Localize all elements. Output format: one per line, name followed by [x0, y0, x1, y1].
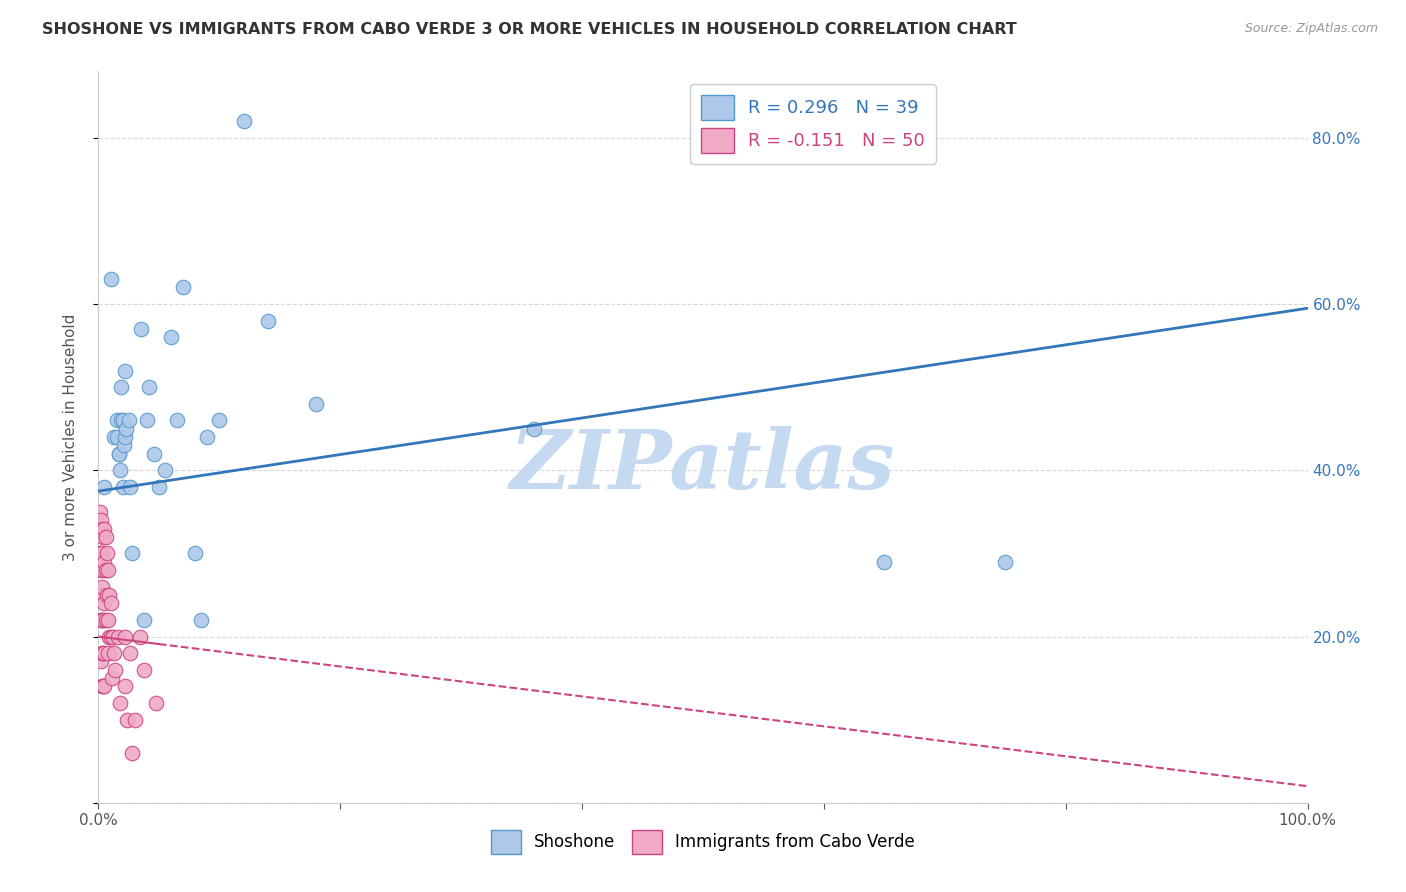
Point	[91, 680, 114, 694]
Point	[114, 680, 136, 694]
Point	[97, 613, 120, 627]
Point	[90, 513, 112, 527]
Point	[96, 588, 118, 602]
Point	[873, 555, 896, 569]
Point	[90, 563, 112, 577]
Point	[91, 546, 114, 560]
Point	[208, 413, 231, 427]
Point	[114, 430, 136, 444]
Point	[93, 646, 115, 660]
Point	[153, 463, 176, 477]
Point	[111, 480, 134, 494]
Point	[97, 563, 120, 577]
Point	[103, 646, 125, 660]
Point	[94, 563, 117, 577]
Point	[110, 413, 132, 427]
Point	[232, 114, 254, 128]
Point	[110, 380, 132, 394]
Point	[103, 430, 125, 444]
Point	[93, 521, 115, 535]
Point	[108, 463, 131, 477]
Point	[124, 713, 146, 727]
Point	[134, 663, 156, 677]
Point	[994, 555, 1017, 569]
Text: Source: ZipAtlas.com: Source: ZipAtlas.com	[1244, 22, 1378, 36]
Text: SHOSHONE VS IMMIGRANTS FROM CABO VERDE 3 OR MORE VEHICLES IN HOUSEHOLD CORRELATI: SHOSHONE VS IMMIGRANTS FROM CABO VERDE 3…	[42, 22, 1017, 37]
Point	[90, 613, 112, 627]
Point	[89, 588, 111, 602]
Point	[91, 580, 114, 594]
Point	[94, 530, 117, 544]
Point	[91, 563, 114, 577]
Point	[90, 655, 112, 669]
Point	[91, 646, 114, 660]
Point	[114, 630, 136, 644]
Point	[166, 413, 188, 427]
Point	[112, 438, 135, 452]
Point	[98, 588, 121, 602]
Point	[138, 380, 160, 394]
Point	[129, 322, 152, 336]
Point	[118, 480, 141, 494]
Point	[91, 680, 114, 694]
Point	[121, 746, 143, 760]
Point	[91, 530, 114, 544]
Point	[114, 363, 136, 377]
Point	[190, 613, 212, 627]
Point	[134, 613, 156, 627]
Point	[100, 272, 122, 286]
Text: ZIPatlas: ZIPatlas	[510, 426, 896, 507]
Point	[105, 413, 128, 427]
Point	[93, 555, 115, 569]
Y-axis label: 3 or more Vehicles in Household: 3 or more Vehicles in Household	[63, 313, 77, 561]
Point	[160, 330, 183, 344]
Point	[111, 413, 134, 427]
Point	[107, 630, 129, 644]
Point	[305, 397, 328, 411]
Point	[172, 280, 194, 294]
Point	[89, 505, 111, 519]
Point	[105, 430, 128, 444]
Point	[93, 596, 115, 610]
Point	[145, 696, 167, 710]
Point	[93, 480, 115, 494]
Point	[93, 680, 115, 694]
Legend: Shoshone, Immigrants from Cabo Verde: Shoshone, Immigrants from Cabo Verde	[484, 823, 922, 860]
Point	[97, 646, 120, 660]
Point	[118, 646, 141, 660]
Point	[91, 646, 114, 660]
Point	[100, 671, 122, 685]
Point	[128, 630, 150, 644]
Point	[184, 546, 207, 560]
Point	[148, 480, 170, 494]
Point	[523, 422, 546, 436]
Point	[135, 413, 157, 427]
Point	[101, 630, 124, 644]
Point	[91, 613, 114, 627]
Point	[195, 430, 218, 444]
Point	[98, 630, 121, 644]
Point	[118, 413, 141, 427]
Point	[100, 630, 122, 644]
Point	[121, 546, 143, 560]
Point	[91, 613, 114, 627]
Point	[143, 447, 166, 461]
Point	[100, 596, 122, 610]
Point	[117, 713, 139, 727]
Point	[115, 422, 138, 436]
Point	[256, 314, 278, 328]
Point	[108, 696, 131, 710]
Point	[104, 663, 127, 677]
Point	[96, 546, 118, 560]
Point	[89, 546, 111, 560]
Point	[91, 521, 114, 535]
Point	[94, 613, 117, 627]
Point	[108, 447, 131, 461]
Point	[108, 447, 131, 461]
